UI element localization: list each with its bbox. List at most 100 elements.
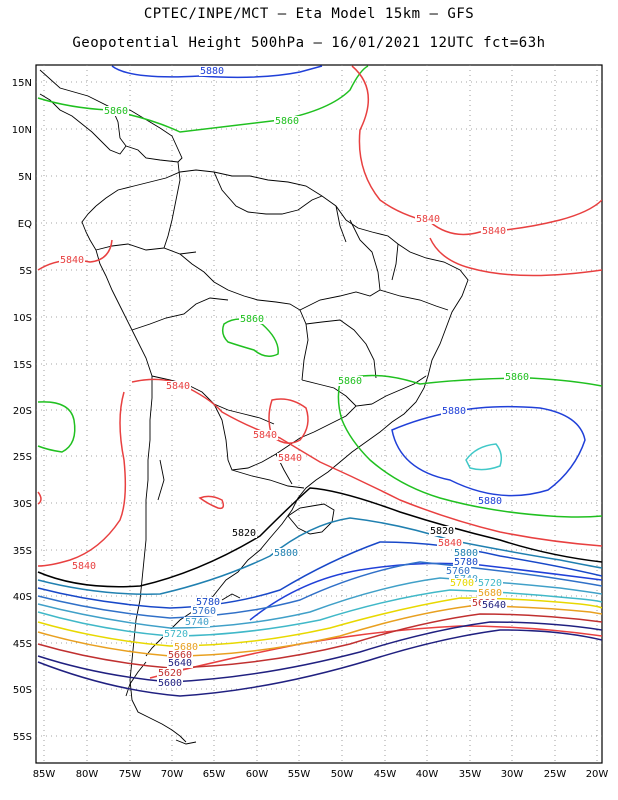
lon-tick-label: 75W: [119, 769, 142, 780]
contour-label-5840: 5840: [60, 255, 84, 266]
lat-tick-label: EQ: [18, 219, 32, 230]
lat-tick-label: 5N: [18, 172, 32, 183]
contour-label-bg: [437, 538, 463, 548]
lat-tick-label: 20S: [13, 406, 32, 417]
contour-label-bg: [415, 214, 441, 224]
contour-5820: [37, 487, 602, 588]
contour-label-bg: [449, 578, 475, 588]
contour-label-bg: [277, 453, 303, 463]
contour-label-5780: 5780: [196, 597, 220, 608]
contour-5740: [37, 577, 602, 629]
contour-label-5820: 5820: [430, 526, 454, 537]
contour-label-bg: [252, 430, 278, 440]
lon-tick-label: 30W: [501, 769, 524, 780]
contour-label-bg: [504, 372, 530, 382]
lon-tick-label: 80W: [76, 769, 99, 780]
contour-label-5680: 5680: [174, 642, 198, 653]
contour-label-5700: 5700: [450, 578, 474, 589]
contour-label-5880: 5880: [200, 66, 224, 77]
contour-label-5860: 5860: [338, 376, 362, 387]
contour-label-bg: [184, 617, 210, 627]
lat-tick-label: 10S: [13, 313, 32, 324]
lon-tick-label: 60W: [246, 769, 269, 780]
lat-tick-label: 40S: [13, 592, 32, 603]
contour-labels: 5880 5860 5860 5840 5840 5840 5840 5860 5860 5860…: [59, 66, 530, 689]
contour-label-5740: 5740: [185, 617, 209, 628]
contour-label-5800: 5800: [274, 548, 298, 559]
contour-label-bg: [71, 561, 97, 571]
contour-label-bg: [337, 376, 363, 386]
lon-tick-label: 45W: [374, 769, 397, 780]
lon-tick-label: 85W: [33, 769, 56, 780]
contour-label-5840: 5840: [482, 226, 506, 237]
contour-5780: [37, 541, 602, 609]
map-title-line-2: Geopotential Height 500hPa – 16/01/2021 …: [72, 35, 546, 51]
graticule-ticks: 15N 10N 5N EQ 5S 10S 15S 20S 25S 30S 35S 40S 45S 50S 5…: [12, 78, 609, 780]
contour-5900-ring: [465, 443, 503, 471]
lat-tick-label: 50S: [13, 685, 32, 696]
contour-5800: [37, 517, 602, 595]
lat-tick-label: 35S: [13, 546, 32, 557]
contour-5660: [37, 613, 602, 669]
contour-label-bg: [231, 528, 257, 538]
contour-label-5640: 5640: [168, 658, 192, 669]
contour-label-5840: 5840: [278, 453, 302, 464]
contour-label-5860: 5860: [104, 106, 128, 117]
contour-label-bg: [273, 548, 299, 558]
lon-tick-label: 40W: [416, 769, 439, 780]
contour-label-bg: [163, 629, 189, 639]
lat-tick-label: 30S: [13, 499, 32, 510]
lat-tick-label: 25S: [13, 452, 32, 463]
contour-label-5760: 5760: [446, 566, 470, 577]
contour-label-bg: [274, 116, 300, 126]
lon-tick-label: 65W: [203, 769, 226, 780]
contour-label-5840: 5840: [438, 538, 462, 549]
contour-label-5840: 5840: [416, 214, 440, 225]
contour-label-bg: [453, 557, 479, 567]
contour-5760: [37, 561, 602, 619]
contour-label-bg: [191, 606, 217, 616]
lat-tick-label: 45S: [13, 639, 32, 650]
contour-label-bg: [441, 406, 467, 416]
lon-tick-label: 20W: [586, 769, 609, 780]
contour-label-bg: [199, 66, 225, 76]
contour-label-bg: [481, 600, 507, 610]
contour-label-5680: 5680: [478, 588, 502, 599]
contour-label-5780: 5780: [454, 557, 478, 568]
contour-label-5860: 5860: [275, 116, 299, 127]
contour-label-bg: [195, 597, 221, 607]
contour-label-5600: 5600: [158, 678, 182, 689]
contour-label-5720: 5720: [478, 578, 502, 589]
contour-label-5880: 5880: [478, 496, 502, 507]
contour-label-5620: 5620: [158, 668, 182, 679]
lat-tick-label: 15S: [13, 360, 32, 371]
contour-5640: [37, 621, 602, 697]
contour-label-bg: [481, 226, 507, 236]
contour-label-5860: 5860: [240, 314, 264, 325]
contour-label-5860: 5860: [505, 372, 529, 383]
map-title-line-1: CPTEC/INPE/MCT – Eta Model 15km – GFS: [143, 6, 475, 22]
contour-label-5840: 5840: [166, 381, 190, 392]
contour-label-bg: [429, 526, 455, 536]
contour-label-bg: [445, 566, 471, 576]
contour-label-bg: [103, 106, 129, 116]
contour-label-5720: 5720: [164, 629, 188, 640]
contour-label-bg: [157, 668, 183, 678]
lat-tick-label: 15N: [12, 78, 32, 89]
contour-label-5640: 5640: [482, 600, 506, 611]
contour-label-bg: [157, 678, 183, 688]
lon-tick-label: 55W: [288, 769, 311, 780]
lat-tick-label: 10N: [12, 125, 32, 136]
map-frame: [35, 64, 603, 764]
contour-label-5880: 5880: [442, 406, 466, 417]
contour-label-5840: 5840: [72, 561, 96, 572]
contour-label-5760: 5760: [192, 606, 216, 617]
contour-label-bg: [477, 496, 503, 506]
contour-5700: [37, 597, 602, 647]
contour-label-bg: [239, 314, 265, 324]
contour-label-bg: [167, 658, 193, 668]
contour-label-5820: 5820: [232, 528, 256, 539]
contour-label-5840: 5840: [253, 430, 277, 441]
lon-tick-label: 35W: [459, 769, 482, 780]
